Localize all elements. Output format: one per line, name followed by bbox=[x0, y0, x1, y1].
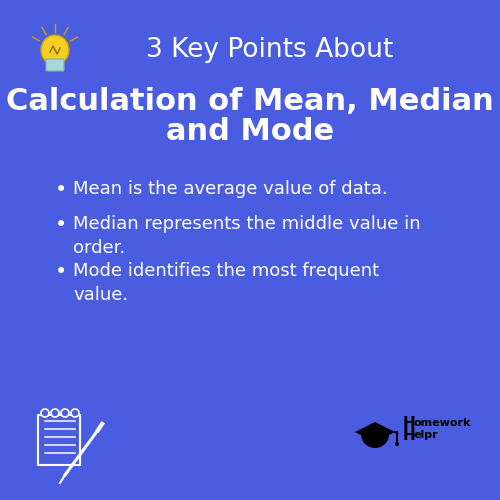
Circle shape bbox=[41, 409, 49, 417]
Text: Mode identifies the most frequent
value.: Mode identifies the most frequent value. bbox=[73, 262, 379, 304]
Text: •: • bbox=[55, 180, 67, 200]
Text: omework: omework bbox=[413, 418, 470, 428]
Text: elpr: elpr bbox=[413, 430, 438, 440]
Text: Mean is the average value of data.: Mean is the average value of data. bbox=[73, 180, 388, 198]
Text: 3 Key Points About: 3 Key Points About bbox=[146, 37, 394, 63]
Circle shape bbox=[61, 409, 69, 417]
Polygon shape bbox=[355, 422, 395, 442]
Ellipse shape bbox=[41, 35, 69, 65]
Circle shape bbox=[51, 409, 59, 417]
FancyBboxPatch shape bbox=[46, 59, 64, 71]
Circle shape bbox=[395, 442, 399, 446]
Text: H: H bbox=[403, 416, 416, 430]
Text: H: H bbox=[403, 428, 416, 442]
Text: Median represents the middle value in
order.: Median represents the middle value in or… bbox=[73, 215, 420, 256]
Text: Calculation of Mean, Median: Calculation of Mean, Median bbox=[6, 88, 494, 117]
Text: •: • bbox=[55, 215, 67, 235]
Text: and Mode: and Mode bbox=[166, 118, 334, 146]
Circle shape bbox=[71, 409, 79, 417]
Wedge shape bbox=[361, 434, 389, 448]
Text: •: • bbox=[55, 262, 67, 282]
